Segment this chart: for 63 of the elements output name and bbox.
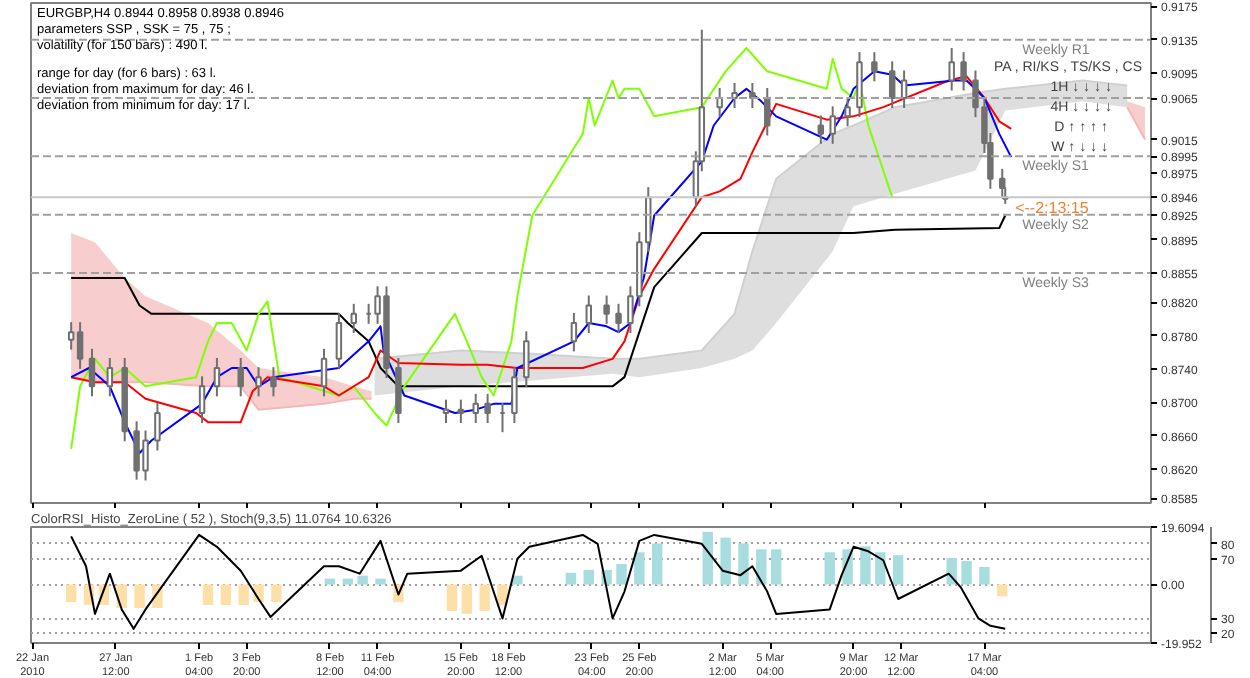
candlestick [511, 366, 518, 424]
bar [961, 561, 972, 585]
candlestick [603, 294, 610, 325]
line-series [70, 533, 1007, 630]
bar [565, 572, 577, 585]
candlestick [154, 402, 161, 452]
candlestick [106, 357, 114, 398]
bar [461, 584, 473, 614]
candlestick [829, 105, 836, 145]
bar [756, 549, 767, 585]
candlestick [76, 321, 84, 370]
candlestick [900, 69, 908, 109]
candlestick [270, 366, 277, 398]
candlestick [88, 347, 96, 398]
candlestick [395, 357, 402, 424]
candlestick [817, 114, 825, 145]
bar [860, 546, 871, 585]
candlestick [856, 51, 863, 119]
bar [634, 552, 645, 585]
bar [134, 584, 145, 608]
candlestick [237, 357, 244, 398]
candlestick [350, 302, 357, 334]
candlestick [442, 398, 450, 424]
bar [720, 537, 731, 585]
candlestick [888, 60, 896, 109]
bar [375, 578, 386, 585]
bar [738, 543, 749, 585]
bar [979, 566, 990, 585]
candlestick [472, 392, 479, 424]
candlestick [948, 47, 955, 92]
bar [651, 543, 663, 585]
candlestick [716, 87, 723, 119]
bar [271, 584, 282, 603]
bar [202, 584, 214, 606]
bar [616, 563, 627, 585]
candlestick [198, 375, 206, 424]
annotation: <--2:13:15 [1015, 199, 1090, 218]
bar [875, 552, 886, 585]
candlestick [523, 330, 530, 389]
candlestick [615, 302, 622, 334]
candlestick [960, 51, 967, 92]
candlestick [570, 312, 578, 353]
bar [65, 584, 77, 603]
bar [997, 584, 1008, 597]
bar [770, 549, 782, 585]
candlestick [255, 366, 262, 398]
candlestick [844, 96, 851, 128]
bar [479, 584, 490, 611]
candlestick [335, 312, 343, 370]
candlestick [484, 392, 491, 424]
candlestick [871, 51, 878, 83]
bar [824, 552, 835, 585]
bar [220, 584, 232, 606]
bar [892, 555, 904, 585]
candlestick [457, 398, 465, 424]
candlestick [213, 357, 221, 398]
candlestick [731, 82, 738, 109]
candlestick [585, 294, 592, 334]
bar [446, 584, 458, 611]
bar [583, 569, 594, 585]
bar [357, 575, 368, 585]
bar [238, 584, 249, 606]
candlestick [320, 347, 328, 398]
